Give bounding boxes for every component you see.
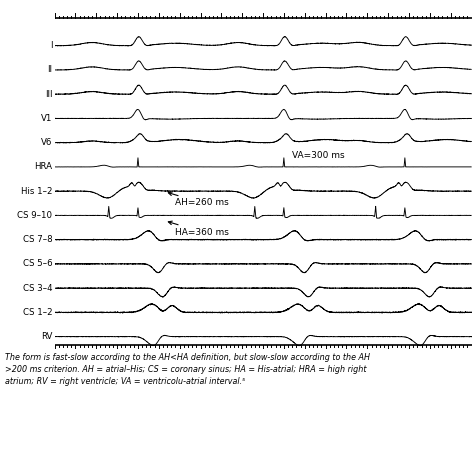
Text: V6: V6 xyxy=(41,138,53,147)
Text: AH=260 ms: AH=260 ms xyxy=(168,192,229,207)
Text: V1: V1 xyxy=(41,114,53,123)
Text: III: III xyxy=(45,90,53,99)
Text: RV: RV xyxy=(41,332,53,341)
Text: CS 9–10: CS 9–10 xyxy=(18,211,53,220)
Text: CS 1–2: CS 1–2 xyxy=(23,308,53,317)
Text: His 1–2: His 1–2 xyxy=(21,186,53,196)
Text: CS 3–4: CS 3–4 xyxy=(23,284,53,292)
Text: I: I xyxy=(50,41,53,50)
Text: The form is fast-slow according to the AH<HA definition, but slow-slow according: The form is fast-slow according to the A… xyxy=(5,353,370,386)
Text: VA=300 ms: VA=300 ms xyxy=(292,151,345,159)
Text: HA=360 ms: HA=360 ms xyxy=(168,221,229,237)
Text: HRA: HRA xyxy=(35,162,53,172)
Text: CS 7–8: CS 7–8 xyxy=(23,235,53,244)
Text: CS 5–6: CS 5–6 xyxy=(23,259,53,268)
Text: II: II xyxy=(47,66,53,74)
